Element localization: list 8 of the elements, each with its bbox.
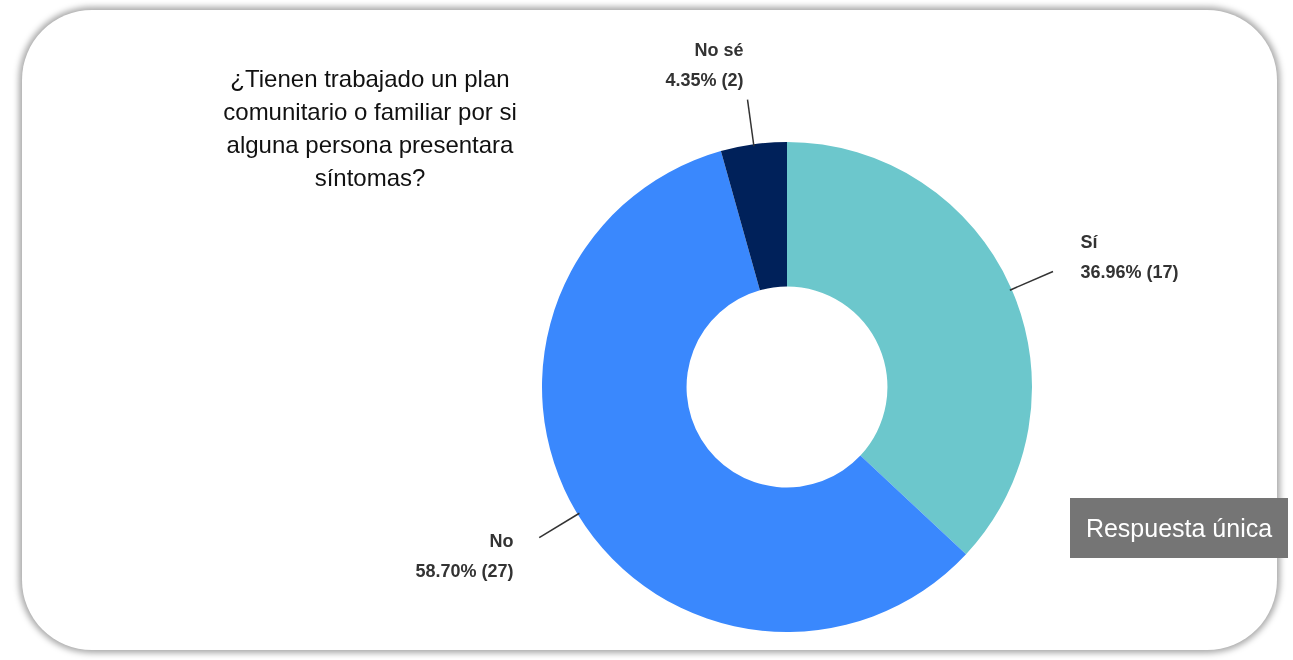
text: Respuesta única — [1070, 498, 1288, 558]
data-label: 4.35% (2) — [665, 70, 744, 90]
slice-label: No — [489, 530, 514, 551]
data-label: 36.96% (17) — [1080, 262, 1179, 283]
text: ¿Tienen trabajado un plan comunitario o familiar por si alguna persona presentara síntomas? — [222, 64, 518, 193]
slice-label: Sí — [1080, 232, 1099, 253]
data-label: 58.70% (27) — [415, 560, 514, 581]
slice-label: No sé — [694, 40, 744, 60]
